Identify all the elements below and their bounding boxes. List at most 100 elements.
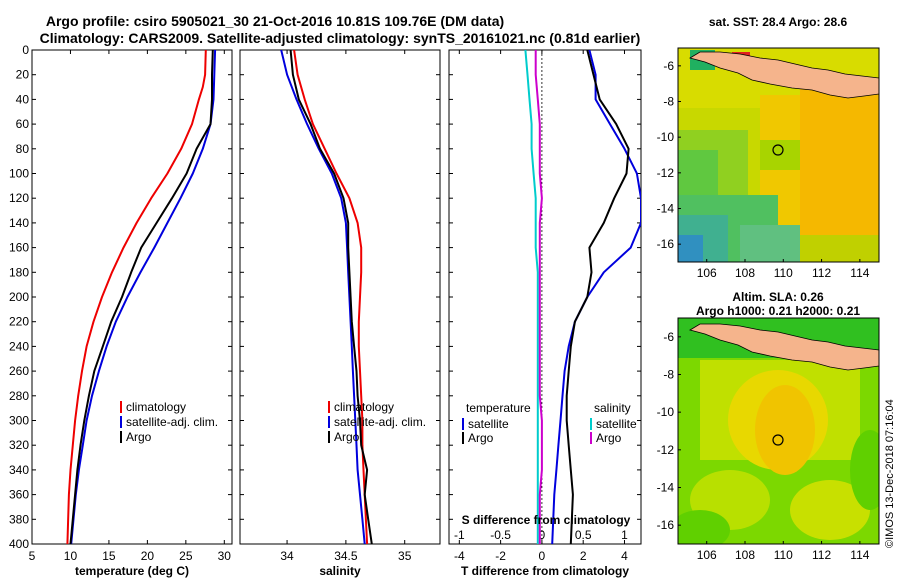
- salinity-legend: climatology satellite-adj. clim. Argo: [328, 400, 426, 444]
- sla-map-lon-tick-label: 110: [774, 548, 793, 562]
- salinity-x-tick-label: 35: [398, 549, 412, 563]
- legend-t-argo-label: Argo: [468, 431, 494, 445]
- depth-tick-label: 360: [9, 488, 29, 502]
- sla-map-lat-tick-label: -14: [657, 481, 675, 495]
- sst-argo-marker: [772, 144, 784, 156]
- figure-title-line1: Argo profile: csiro 5905021_30 21-Oct-20…: [46, 13, 504, 29]
- legend-satellite-label: satellite-adj. clim.: [334, 415, 426, 429]
- sst-map-lat-tick-label: -6: [663, 59, 674, 73]
- salinity-series-argo: [289, 50, 373, 544]
- sla-map-lon-tick-label: 114: [850, 548, 869, 562]
- sla-map-lat-tick-label: -8: [663, 368, 674, 382]
- salinity-diff-tick-label: -1: [454, 528, 465, 542]
- depth-tick-label: 260: [9, 364, 29, 378]
- sla-map-lon-tick-label: 112: [812, 548, 831, 562]
- temperature-x-tick-label: 20: [141, 549, 155, 563]
- difference-series-t-satellite: [551, 50, 641, 544]
- temperature-series-climatology: [66, 50, 207, 544]
- sla-map-title-line2: Argo h1000: 0.21 h2000: 0.21: [696, 304, 860, 318]
- difference-x-tick-label: -2: [495, 549, 506, 563]
- legend-temperature-title: temperature: [466, 401, 531, 415]
- temperature-legend: climatology satellite-adj. clim. Argo: [120, 400, 218, 444]
- difference-series-s-satellite: [524, 50, 539, 544]
- imos-watermark: ©IMOS 13-Dec-2018 07:16:04: [884, 399, 896, 548]
- legend-argo-label: Argo: [334, 430, 360, 444]
- sst-map-lon-tick-label: 110: [774, 266, 793, 280]
- salinity-panel-frame: [239, 49, 441, 545]
- temperature-x-label: temperature (deg C): [75, 564, 189, 578]
- temperature-series-argo: [69, 50, 214, 544]
- legend-satellite-label: satellite-adj. clim.: [126, 415, 218, 429]
- salinity-x-tick-label: 34: [280, 549, 294, 563]
- sla-map-image: [678, 318, 879, 544]
- difference-legend: temperature satellite Argo salinity sate…: [462, 401, 637, 445]
- sst-map-image: [678, 48, 879, 262]
- depth-tick-label: 140: [9, 216, 29, 230]
- difference-x-tick-label: 0: [539, 549, 546, 563]
- difference-x-tick-label: -4: [454, 549, 465, 563]
- legend-climatology-label: climatology: [334, 400, 394, 414]
- temperature-x-tick-label: 15: [102, 549, 116, 563]
- temperature-x-tick-label: 25: [179, 549, 193, 563]
- sla-map-lat-tick-label: -6: [663, 330, 674, 344]
- temperature-x-tick-label: 5: [29, 549, 36, 563]
- legend-s-satellite-label: satellite: [596, 417, 637, 431]
- depth-tick-label: 380: [9, 512, 29, 526]
- temperature-x-tick-label: 10: [64, 549, 78, 563]
- sla-map-lat-tick-label: -16: [657, 518, 675, 532]
- difference-series-s-argo: [534, 50, 543, 544]
- depth-tick-label: 180: [9, 265, 29, 279]
- salinity-diff-tick-label: -0.5: [490, 528, 511, 542]
- difference-panel-frame: [448, 49, 642, 545]
- salinity-diff-tick-label: 0.5: [575, 528, 592, 542]
- sst-map-lon-tick-label: 108: [735, 266, 755, 280]
- salinity-diff-tick-label: 1: [621, 528, 628, 542]
- legend-climatology-label: climatology: [126, 400, 186, 414]
- sla-map-lon-tick-label: 106: [697, 548, 717, 562]
- sst-map-frame: [677, 47, 880, 263]
- difference-x-tick-label: 4: [621, 549, 628, 563]
- sst-map-lon-tick-label: 106: [697, 266, 717, 280]
- depth-tick-label: 300: [9, 414, 29, 428]
- difference-x-label: T difference from climatology: [461, 564, 629, 578]
- depth-tick-label: 0: [22, 43, 29, 57]
- depth-tick-label: 80: [16, 142, 30, 156]
- depth-tick-label: 160: [9, 241, 29, 255]
- depth-tick-label: 120: [9, 191, 29, 205]
- depth-tick-label: 200: [9, 290, 29, 304]
- sla-map-title-line1: Altim. SLA: 0.26: [732, 290, 824, 304]
- figure-title-line2: Climatology: CARS2009. Satellite-adjuste…: [40, 30, 641, 46]
- sst-map-lat-tick-label: -10: [657, 130, 675, 144]
- depth-tick-label: 280: [9, 389, 29, 403]
- depth-tick-label: 240: [9, 339, 29, 353]
- legend-t-satellite-label: satellite: [468, 417, 509, 431]
- salinity-series-climatology: [293, 50, 369, 544]
- salinity-x-tick-label: 34.5: [334, 549, 358, 563]
- salinity-x-label: salinity: [319, 564, 361, 578]
- sst-map-lat-tick-label: -16: [657, 237, 675, 251]
- sla-argo-marker: [772, 434, 784, 446]
- depth-tick-label: 400: [9, 537, 29, 551]
- sla-map-lon-tick-label: 108: [735, 548, 755, 562]
- temperature-series-satellite-adj-clim-: [70, 50, 217, 544]
- legend-salinity-title: salinity: [594, 401, 631, 415]
- difference-top-label: S difference from climatology: [462, 513, 631, 527]
- depth-tick-label: 60: [16, 117, 30, 131]
- sst-map-title: sat. SST: 28.4 Argo: 28.6: [709, 15, 848, 29]
- legend-s-argo-label: Argo: [596, 431, 622, 445]
- depth-tick-label: 220: [9, 315, 29, 329]
- depth-tick-label: 20: [16, 68, 30, 82]
- sst-map-lat-tick-label: -12: [657, 166, 675, 180]
- difference-series-t-argo: [565, 50, 630, 544]
- sla-map-lat-tick-label: -10: [657, 405, 675, 419]
- sst-map-lon-tick-label: 114: [850, 266, 869, 280]
- legend-argo-label: Argo: [126, 430, 152, 444]
- sst-java-island: [688, 51, 879, 99]
- sst-map-lon-tick-label: 112: [812, 266, 831, 280]
- sst-map-lat-tick-label: -14: [657, 202, 675, 216]
- difference-x-tick-label: 2: [580, 549, 587, 563]
- sla-map-lat-tick-label: -12: [657, 443, 675, 457]
- sla-map-frame: [677, 317, 880, 545]
- salinity-series-satellite-adj-clim-: [280, 50, 366, 544]
